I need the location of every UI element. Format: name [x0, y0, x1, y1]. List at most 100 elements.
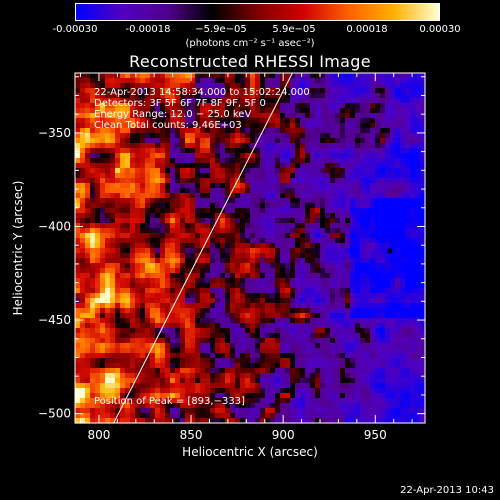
heatmap-cell: [195, 403, 201, 409]
heatmap-cell: [405, 98, 411, 104]
heatmap-cell: [290, 208, 296, 214]
heatmap-cell: [145, 198, 151, 204]
heatmap-cell: [285, 183, 291, 189]
heatmap-cell: [265, 198, 271, 204]
heatmap-cell: [205, 348, 211, 354]
heatmap-cell: [335, 88, 341, 94]
heatmap-cell: [165, 413, 171, 419]
heatmap-cell: [405, 358, 411, 364]
heatmap-cell: [150, 113, 156, 119]
heatmap-cell: [155, 318, 161, 324]
heatmap-cell: [335, 273, 341, 279]
heatmap-cell: [220, 333, 226, 339]
heatmap-cell: [160, 73, 166, 79]
heatmap-cell: [170, 173, 176, 179]
heatmap-cell: [150, 178, 156, 184]
heatmap-cell: [100, 128, 106, 134]
heatmap-cell: [140, 78, 146, 84]
heatmap-cell: [205, 113, 211, 119]
heatmap-cell: [125, 253, 131, 259]
heatmap-cell: [120, 383, 126, 389]
heatmap-cell: [215, 213, 221, 219]
heatmap-cell: [370, 398, 376, 404]
heatmap-cell: [220, 263, 226, 269]
heatmap-cell: [120, 278, 126, 284]
heatmap-cell: [320, 213, 326, 219]
heatmap-cell: [285, 203, 291, 209]
heatmap-cell: [275, 408, 281, 414]
heatmap-cell: [345, 168, 351, 174]
heatmap-cell: [110, 353, 116, 359]
heatmap-cell: [145, 118, 151, 124]
heatmap-cell: [175, 388, 181, 394]
heatmap-cell: [95, 93, 101, 99]
heatmap-cell: [370, 333, 376, 339]
heatmap-cell: [95, 398, 101, 404]
heatmap-cell: [250, 223, 256, 229]
heatmap-cell: [390, 178, 396, 184]
heatmap-cell: [210, 288, 216, 294]
heatmap-cell: [210, 263, 216, 269]
heatmap-cell: [305, 288, 311, 294]
heatmap-cell: [110, 213, 116, 219]
heatmap-cell: [335, 188, 341, 194]
heatmap-cell: [175, 113, 181, 119]
heatmap-cell: [125, 293, 131, 299]
heatmap-cell: [310, 343, 316, 349]
heatmap-cell: [75, 363, 81, 369]
heatmap-cell: [410, 73, 416, 79]
heatmap-cell: [285, 163, 291, 169]
heatmap-cell: [420, 238, 426, 244]
heatmap-cell: [240, 348, 246, 354]
heatmap-cell: [225, 318, 231, 324]
heatmap-cell: [200, 268, 206, 274]
heatmap-cell: [190, 208, 196, 214]
heatmap-cell: [290, 333, 296, 339]
heatmap-cell: [95, 173, 101, 179]
heatmap-cell: [120, 333, 126, 339]
heatmap-cell: [325, 93, 331, 99]
heatmap-cell: [390, 318, 396, 324]
heatmap-cell: [415, 338, 421, 344]
heatmap-cell: [355, 208, 361, 214]
heatmap-cell: [400, 398, 406, 404]
heatmap-cell: [230, 153, 236, 159]
heatmap-cell: [100, 73, 106, 79]
heatmap-cell: [265, 248, 271, 254]
heatmap-cell: [370, 148, 376, 154]
heatmap-cell: [280, 368, 286, 374]
heatmap-cell: [145, 293, 151, 299]
heatmap-cell: [90, 248, 96, 254]
heatmap-cell: [180, 413, 186, 419]
heatmap-cell: [325, 158, 331, 164]
heatmap-cell: [255, 168, 261, 174]
heatmap-cell: [405, 258, 411, 264]
heatmap-cell: [410, 218, 416, 224]
heatmap-cell: [260, 283, 266, 289]
heatmap-cell: [165, 303, 171, 309]
heatmap-cell: [270, 318, 276, 324]
heatmap-cell: [310, 323, 316, 329]
heatmap-cell: [135, 383, 141, 389]
heatmap-cell: [350, 138, 356, 144]
heatmap-cell: [335, 288, 341, 294]
heatmap-cell: [295, 278, 301, 284]
heatmap-cell: [315, 158, 321, 164]
heatmap-cell: [325, 183, 331, 189]
heatmap-cell: [215, 268, 221, 274]
heatmap-cell: [420, 228, 426, 234]
heatmap-cell: [305, 73, 311, 79]
heatmap-cell: [135, 128, 141, 134]
heatmap-cell: [175, 208, 181, 214]
heatmap-cell: [190, 83, 196, 89]
heatmap-cell: [315, 93, 321, 99]
heatmap-cell: [300, 293, 306, 299]
heatmap-cell: [265, 233, 271, 239]
heatmap-cell: [360, 83, 366, 89]
heatmap-cell: [200, 323, 206, 329]
heatmap-cell: [130, 413, 136, 419]
heatmap-cell: [320, 233, 326, 239]
heatmap-cell: [210, 403, 216, 409]
heatmap-cell: [95, 408, 101, 414]
heatmap-cell: [315, 148, 321, 154]
